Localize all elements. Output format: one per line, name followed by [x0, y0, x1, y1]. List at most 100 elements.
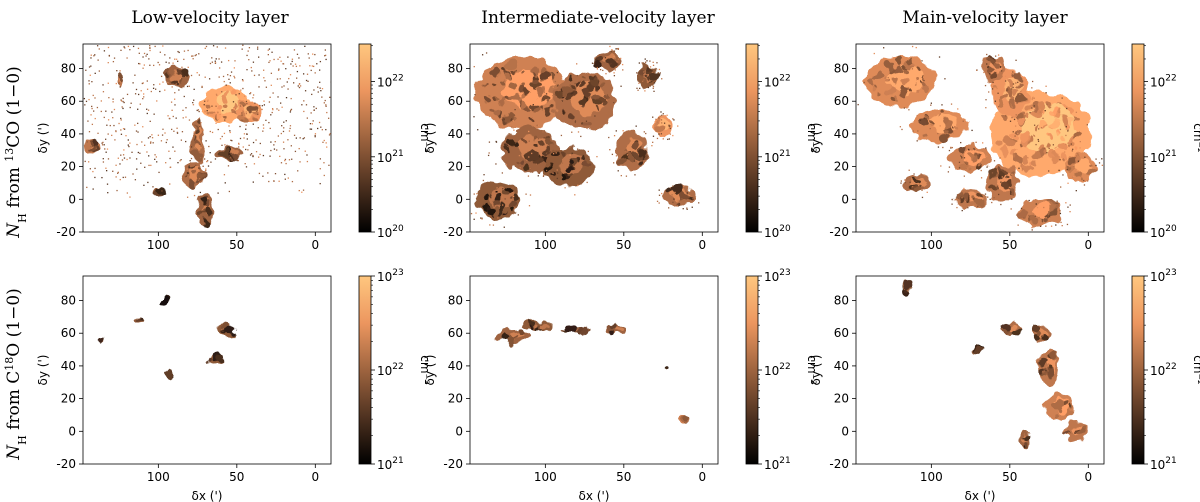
speckle — [644, 61, 647, 63]
emission-clump — [248, 103, 257, 112]
speckle — [1064, 151, 1066, 153]
emission-clump — [1076, 427, 1084, 436]
speckle — [94, 117, 96, 120]
speckle — [324, 49, 326, 51]
emission-clump — [578, 96, 586, 104]
speckle — [128, 145, 130, 148]
emission-clump — [570, 77, 575, 82]
emission-clump — [506, 336, 516, 346]
speckle — [971, 129, 973, 132]
speckle — [320, 126, 322, 128]
speckle — [529, 194, 532, 196]
speckle — [91, 123, 94, 126]
emission-clump — [495, 194, 502, 201]
emission-clump — [202, 219, 209, 226]
emission-clump — [1035, 103, 1045, 113]
speckle — [285, 96, 288, 99]
speckle — [1060, 221, 1062, 224]
speckle — [482, 179, 485, 182]
speckle — [196, 72, 198, 74]
speckle — [202, 129, 204, 131]
speckle — [151, 137, 154, 139]
speckle — [1060, 186, 1062, 188]
emission-clump — [1018, 144, 1023, 149]
speckle — [227, 74, 229, 76]
speckle — [256, 48, 259, 50]
x-tick-label: 50 — [1002, 238, 1017, 252]
speckle — [278, 180, 280, 182]
speckle — [146, 88, 149, 90]
speckle — [1043, 148, 1046, 150]
speckle — [659, 72, 661, 74]
speckle — [661, 122, 663, 124]
speckle — [1095, 158, 1097, 160]
speckle — [923, 117, 925, 120]
speckle — [317, 91, 319, 93]
speckle — [502, 204, 504, 206]
colorbar-tick-base: 10 — [1150, 226, 1165, 240]
speckle — [660, 111, 662, 113]
speckle — [1050, 225, 1053, 227]
speckle — [1045, 225, 1047, 227]
emission-clump — [970, 154, 978, 162]
speckle — [247, 149, 249, 151]
panel-frame — [855, 275, 1105, 465]
speckle — [135, 130, 138, 132]
colorbar-gradient — [745, 275, 759, 465]
emission-clump — [196, 140, 201, 145]
emission-clump — [682, 415, 689, 422]
speckle — [142, 56, 144, 58]
colorbar-tick-exponent: 22 — [392, 362, 403, 372]
speckle — [115, 130, 117, 133]
speckle — [556, 177, 559, 180]
emission-clump — [547, 139, 555, 147]
emission-clump — [214, 103, 222, 111]
speckle — [609, 45, 611, 48]
colorbar-tick-label: 1021 — [377, 456, 404, 472]
speckle — [221, 91, 223, 93]
colorbar-tick-exponent: 21 — [1165, 456, 1176, 466]
speckle — [999, 157, 1001, 159]
emission-clump — [654, 125, 663, 134]
speckle — [564, 187, 566, 189]
emission-clump — [222, 328, 226, 332]
emission-clump — [673, 184, 683, 194]
speckle — [657, 121, 659, 123]
speckle — [1012, 131, 1014, 133]
speckle — [1011, 173, 1013, 175]
speckle — [1055, 224, 1057, 226]
speckle — [587, 150, 589, 153]
speckle — [613, 75, 616, 77]
speckle — [644, 80, 646, 82]
colorbar-label: cm⁻² — [418, 123, 432, 153]
speckle — [241, 79, 244, 81]
speckle — [157, 61, 159, 64]
column-title-main: Main-velocity layer — [902, 8, 1068, 28]
emission-clump — [505, 148, 510, 153]
speckle — [193, 131, 195, 133]
speckle — [544, 136, 547, 138]
speckle — [616, 48, 618, 50]
speckle — [92, 188, 94, 190]
speckle — [172, 115, 174, 118]
speckle — [594, 115, 596, 117]
speckle — [284, 173, 286, 176]
speckle — [245, 166, 248, 168]
speckle — [253, 163, 256, 165]
speckle — [319, 69, 321, 71]
speckle — [912, 130, 914, 132]
emission-clump — [232, 104, 237, 109]
speckle — [230, 139, 232, 141]
speckle — [960, 141, 962, 144]
speckle — [245, 111, 247, 113]
speckle — [269, 60, 271, 62]
speckle — [130, 102, 132, 104]
speckle — [147, 137, 150, 139]
speckle — [192, 101, 194, 104]
emission-clump — [193, 130, 200, 136]
speckle — [111, 111, 113, 113]
speckle — [917, 130, 919, 132]
